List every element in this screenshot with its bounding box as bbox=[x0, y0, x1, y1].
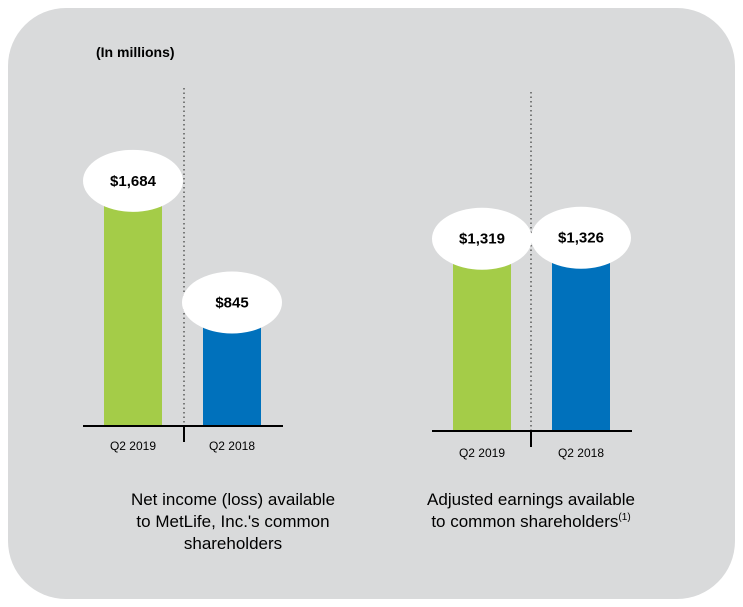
value-label-adjusted-earnings-q2-2019: $1,319 bbox=[459, 231, 505, 248]
value-bubble-net-income-q2-2018 bbox=[182, 271, 282, 334]
caption-line: shareholders bbox=[183, 534, 283, 553]
caption-text: Adjusted earnings available bbox=[427, 490, 635, 509]
value-bubble-net-income-q2-2019 bbox=[83, 149, 183, 212]
caption-line: Net income (loss) available bbox=[130, 490, 336, 509]
chart-net-income: $1,684 $845 Q2 2019 Q2 2018 bbox=[83, 88, 283, 453]
tick-label-net-income-q2-2019: Q2 2019 bbox=[110, 439, 156, 453]
bar-net-income-q2-2019 bbox=[104, 181, 162, 426]
caption-adjusted-earnings: Adjusted earnings available to common sh… bbox=[338, 489, 724, 536]
value-bubble-adjusted-earnings-q2-2018 bbox=[531, 206, 631, 269]
value-label-net-income-q2-2019: $1,684 bbox=[110, 173, 157, 190]
tick-label-adjusted-earnings-q2-2019: Q2 2019 bbox=[459, 446, 505, 460]
tick-label-net-income-q2-2018: Q2 2018 bbox=[209, 439, 255, 453]
caption-text: to common shareholders bbox=[431, 512, 619, 531]
bar-adjusted-earnings-q2-2018 bbox=[552, 238, 610, 431]
value-label-adjusted-earnings-q2-2018: $1,326 bbox=[558, 230, 604, 247]
value-bubble-adjusted-earnings-q2-2019 bbox=[432, 207, 532, 270]
caption-line: Adjusted earnings available bbox=[338, 489, 724, 511]
value-label-net-income-q2-2018: $845 bbox=[215, 294, 248, 311]
chart-adjusted-earnings: $1,319 $1,326 Q2 2019 Q2 2018 bbox=[432, 92, 632, 460]
footnote-mark: (1) bbox=[618, 512, 631, 523]
units-label: (In millions) bbox=[96, 44, 175, 60]
caption-net-income: Net income (loss) available to MetLife, … bbox=[40, 489, 426, 555]
caption-line: to common shareholders(1) bbox=[338, 511, 724, 536]
bar-adjusted-earnings-q2-2019 bbox=[453, 239, 511, 431]
tick-label-adjusted-earnings-q2-2018: Q2 2018 bbox=[558, 446, 604, 460]
caption-line: to MetLife, Inc.'s common bbox=[136, 512, 330, 531]
